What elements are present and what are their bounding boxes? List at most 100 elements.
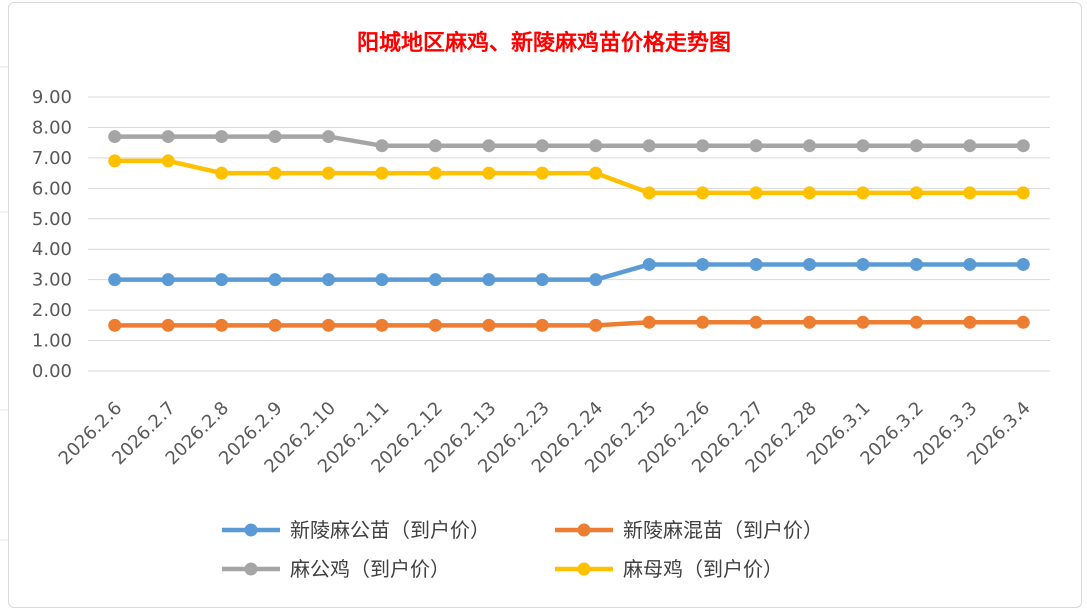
- data-point: [161, 130, 175, 144]
- chart-title: 阳城地区麻鸡、新陵麻鸡苗价格走势图: [357, 30, 731, 56]
- data-point: [428, 139, 442, 153]
- data-point: [696, 139, 710, 153]
- data-point: [161, 154, 175, 168]
- legend-marker-icon: [244, 562, 258, 576]
- data-point: [589, 139, 603, 153]
- legend: 新陵麻公苗（到户价） 新陵麻混苗（到户价） 麻公鸡（到户价） 麻母鸡（到户价）: [222, 518, 823, 581]
- series-line: [114, 262, 1024, 282]
- data-point: [856, 139, 870, 153]
- data-point: [696, 257, 710, 271]
- data-point: [108, 130, 122, 144]
- series-3: [108, 154, 1030, 200]
- data-point: [215, 130, 229, 144]
- data-point: [1016, 186, 1030, 200]
- y-tick-label: 4.00: [32, 239, 72, 260]
- data-point: [535, 166, 549, 180]
- series-1: [108, 315, 1030, 332]
- data-point: [268, 273, 282, 287]
- data-point: [375, 318, 389, 332]
- data-point: [642, 186, 656, 200]
- data-point: [589, 166, 603, 180]
- data-point: [749, 139, 763, 153]
- data-point: [909, 139, 923, 153]
- data-point: [1016, 315, 1030, 329]
- data-point: [428, 166, 442, 180]
- legend-marker-icon: [244, 523, 258, 537]
- legend-label: 麻公鸡（到户价）: [290, 557, 450, 581]
- data-point: [696, 186, 710, 200]
- data-point: [482, 139, 496, 153]
- data-point: [749, 315, 763, 329]
- y-tick-label: 5.00: [32, 209, 72, 230]
- data-point: [535, 318, 549, 332]
- data-point: [803, 315, 816, 329]
- legend-item[interactable]: 麻母鸡（到户价）: [555, 557, 783, 581]
- data-point: [589, 273, 603, 287]
- data-point: [375, 166, 389, 180]
- data-point: [215, 318, 229, 332]
- data-point: [322, 130, 335, 144]
- data-point: [535, 139, 549, 153]
- series-line: [114, 158, 1024, 196]
- data-point: [749, 186, 763, 200]
- series-lines: [108, 130, 1030, 332]
- data-point: [375, 273, 389, 287]
- data-point: [161, 318, 175, 332]
- data-point: [482, 273, 496, 287]
- data-point: [963, 257, 977, 271]
- y-tick-label: 1.00: [32, 331, 72, 352]
- data-point: [428, 318, 442, 332]
- legend-label: 新陵麻混苗（到户价）: [623, 518, 823, 542]
- data-point: [803, 186, 816, 200]
- data-point: [161, 273, 175, 287]
- y-axis-ticks: 0.00 1.00 2.00 3.00 4.00 5.00 6.00 7.00 8.00 9.00: [32, 87, 72, 382]
- data-point: [375, 139, 389, 153]
- data-point: [803, 257, 816, 271]
- data-point: [268, 130, 282, 144]
- data-point: [642, 315, 656, 329]
- chart-area[interactable]: [8, 2, 1082, 608]
- data-point: [428, 273, 442, 287]
- data-point: [856, 186, 870, 200]
- data-point: [482, 166, 496, 180]
- data-point: [642, 257, 656, 271]
- legend-label: 麻母鸡（到户价）: [623, 557, 783, 581]
- data-point: [108, 273, 122, 287]
- data-point: [1016, 139, 1030, 153]
- data-point: [108, 154, 122, 168]
- legend-item[interactable]: 新陵麻公苗（到户价）: [222, 518, 490, 542]
- legend-marker-icon: [577, 523, 591, 537]
- y-tick-label: 7.00: [32, 148, 72, 169]
- data-point: [482, 318, 496, 332]
- data-point: [589, 318, 603, 332]
- series-2: [108, 130, 1030, 153]
- data-point: [215, 166, 229, 180]
- data-point: [856, 315, 870, 329]
- data-point: [963, 139, 977, 153]
- data-point: [909, 186, 923, 200]
- data-point: [215, 273, 229, 287]
- series-line: [114, 134, 1024, 148]
- y-tick-label: 9.00: [32, 87, 72, 108]
- data-point: [322, 166, 335, 180]
- data-point: [642, 139, 656, 153]
- legend-item[interactable]: 麻公鸡（到户价）: [222, 557, 450, 581]
- data-point: [749, 257, 763, 271]
- y-tick-label: 0.00: [32, 361, 72, 382]
- data-point: [535, 273, 549, 287]
- x-axis-ticks: 2026.2.62026.2.72026.2.82026.2.92026.2.1…: [55, 398, 1035, 478]
- data-point: [856, 257, 870, 271]
- series-0: [108, 257, 1030, 287]
- data-point: [108, 318, 122, 332]
- series-line: [114, 320, 1024, 328]
- legend-item[interactable]: 新陵麻混苗（到户价）: [555, 518, 823, 542]
- y-tick-label: 6.00: [32, 178, 72, 199]
- data-point: [322, 273, 335, 287]
- data-point: [963, 186, 977, 200]
- data-point: [803, 139, 816, 153]
- data-point: [268, 166, 282, 180]
- data-point: [322, 318, 335, 332]
- legend-label: 新陵麻公苗（到户价）: [290, 518, 490, 542]
